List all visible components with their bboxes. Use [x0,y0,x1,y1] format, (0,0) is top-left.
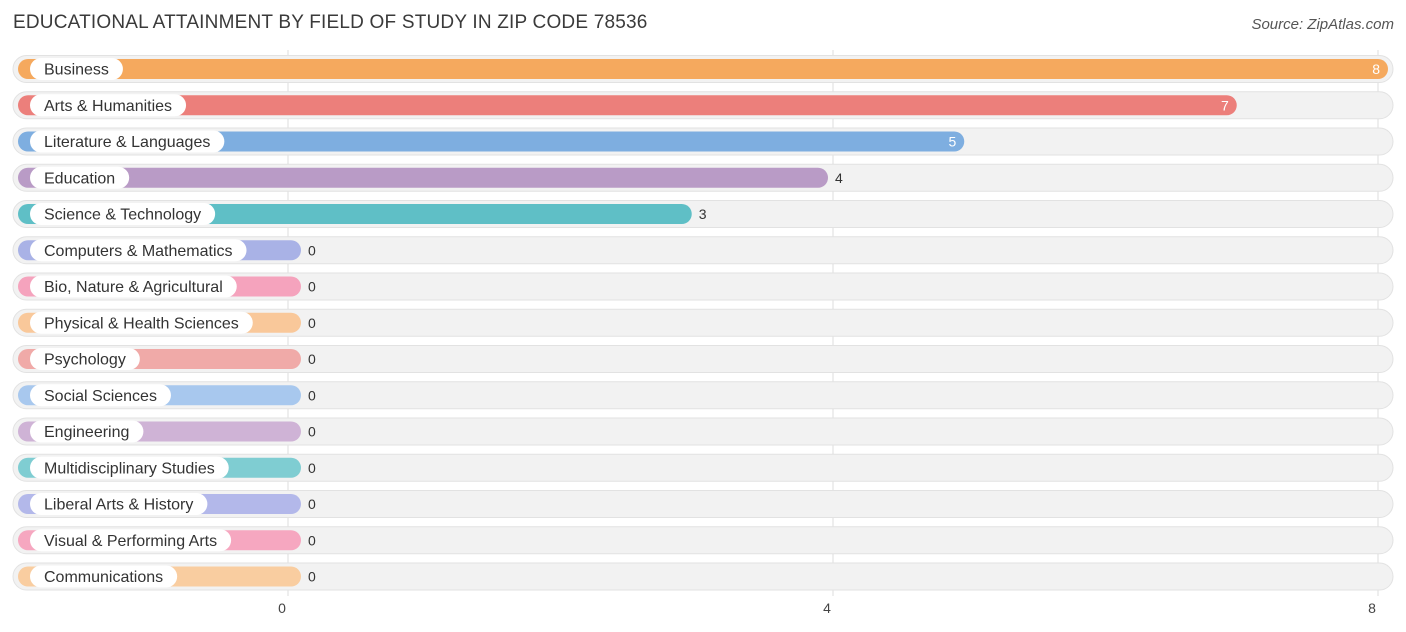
row-background [12,562,1394,591]
value-label: 0 [308,351,316,367]
row-background [12,526,1394,555]
row-background [12,236,1394,265]
category-label-pill [30,529,232,552]
category-label-pill [30,94,187,117]
value-label: 0 [308,532,316,548]
row-background [12,272,1394,301]
category-label-pill [30,456,229,479]
category-label-pill [30,311,253,334]
value-label: 5 [948,134,956,150]
bar-2 [18,131,965,152]
x-tick-label-0: 0 [278,600,286,616]
category-label-pill [30,420,144,443]
category-label-pill [30,203,216,225]
category-label-pill [30,166,130,189]
x-tick-label-4: 4 [823,600,831,616]
category-label-pill [30,130,225,153]
value-label: 3 [699,206,707,222]
category-label: Arts & Humanities [44,98,172,115]
row-background [12,453,1394,482]
row-background [12,308,1394,337]
value-label: 0 [308,496,316,512]
category-label: Education [44,170,115,187]
value-label: 0 [308,315,316,331]
source-label: Source: ZipAtlas.com [1251,16,1394,33]
bar-3 [18,167,828,188]
x-tick-label-8: 8 [1368,600,1376,616]
category-label: Business [44,62,109,79]
category-label: Computers & Mathematics [44,243,233,260]
category-label: Psychology [44,352,126,369]
value-label: 0 [308,279,316,295]
category-label-pill [30,384,171,407]
bar-1 [18,95,1237,116]
bar-0 [18,59,1388,79]
row-background [12,345,1394,373]
category-label-pill [30,348,140,370]
value-label: 0 [308,569,316,585]
category-label-pill [30,239,247,262]
value-label: 0 [308,242,316,258]
category-label-pill [30,565,178,588]
category-label: Liberal Arts & History [44,497,193,514]
value-label: 7 [1221,97,1229,113]
category-label: Physical & Health Sciences [44,315,239,332]
category-label: Communications [44,569,163,586]
value-label: 0 [308,424,316,440]
category-label: Social Sciences [44,388,157,405]
category-label: Engineering [44,424,129,441]
chart-title: EDUCATIONAL ATTAINMENT BY FIELD OF STUDY… [13,12,648,33]
value-label: 0 [308,387,316,403]
category-label: Visual & Performing Arts [44,533,217,550]
row-background [12,490,1394,518]
row-background [12,381,1394,410]
category-label: Multidisciplinary Studies [44,460,215,477]
category-label-pill [30,275,237,298]
value-label: 8 [1372,61,1380,77]
category-label: Science & Technology [44,207,201,224]
category-label: Literature & Languages [44,134,210,151]
category-label: Bio, Nature & Agricultural [44,279,223,296]
category-label-pill [30,58,123,80]
value-label: 0 [308,460,316,476]
value-label: 4 [835,170,843,186]
category-label-pill [30,493,208,515]
row-background [12,417,1394,446]
